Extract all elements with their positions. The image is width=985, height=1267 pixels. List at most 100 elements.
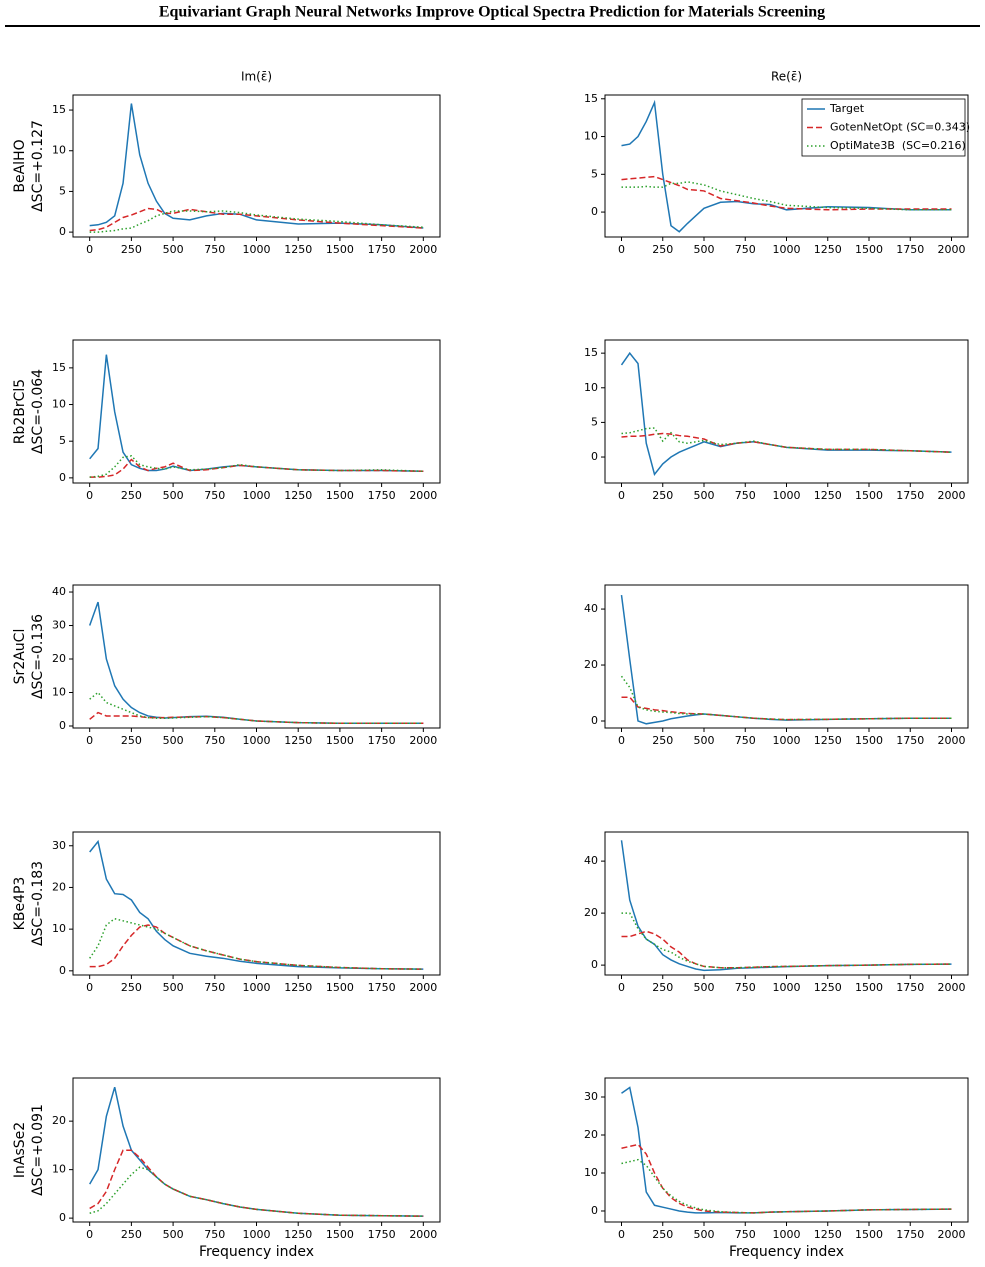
x-tick-label: 250 (652, 243, 673, 256)
series-line (621, 1158, 952, 1214)
x-tick-label: 1500 (855, 1228, 883, 1241)
x-tick-label: 1750 (896, 734, 924, 747)
legend-label: OptiMate3B (SC=0.216) (830, 139, 966, 152)
x-tick-label: 1750 (896, 243, 924, 256)
x-tick-label: 1500 (855, 243, 883, 256)
x-tick-label: 1500 (855, 981, 883, 994)
subplot-title: Re(ε̄) (771, 70, 802, 84)
y-tick-label: 10 (584, 381, 598, 394)
series-line (621, 696, 952, 721)
y-tick-label: 10 (52, 686, 66, 699)
x-tick-label: 0 (618, 1228, 625, 1241)
x-tick-label: 1500 (326, 243, 354, 256)
y-tick-label: 20 (584, 1128, 598, 1141)
y-axis-label: ΔSC=-0.136 (30, 614, 46, 699)
x-tick-label: 250 (652, 489, 673, 502)
series-line (88, 601, 424, 725)
series-line (621, 930, 952, 969)
y-tick-label: 15 (52, 361, 66, 374)
x-tick-label: 250 (652, 1228, 673, 1241)
plot-frame (604, 339, 969, 484)
y-tick-label: 5 (59, 184, 66, 197)
subplot: 0 250 500 750 1000 1250 1500 1750 2000 0 5 10 15 Rb2B… (12, 339, 441, 502)
x-tick-label: 250 (121, 1228, 142, 1241)
x-tick-label: 0 (618, 981, 625, 994)
legend-label: Target (829, 102, 865, 115)
x-tick-label: 1000 (243, 1228, 271, 1241)
x-tick-label: 1000 (773, 243, 801, 256)
series-line (89, 691, 424, 725)
legend-label: GotenNetOpt (SC=0.343) (830, 121, 970, 134)
subplot: 0 250 500 750 1000 1250 1500 1750 2000 0 20 40 (584, 831, 969, 994)
series-line (620, 840, 952, 972)
x-tick-label: 1750 (368, 489, 396, 502)
y-tick-label: 0 (59, 1211, 66, 1224)
x-tick-label: 2000 (409, 1228, 437, 1241)
x-tick-label: 250 (652, 734, 673, 747)
series-line (89, 103, 424, 229)
series-line (621, 912, 952, 969)
x-tick-label: 750 (204, 243, 225, 256)
y-tick-label: 10 (584, 1166, 598, 1179)
y-tick-label: 40 (52, 585, 66, 598)
plot-frame (604, 584, 969, 729)
y-tick-label: 10 (52, 398, 66, 411)
plot-frame (72, 831, 441, 976)
x-tick-label: 1000 (243, 489, 271, 502)
x-tick-label: 750 (735, 489, 756, 502)
x-tick-label: 250 (121, 243, 142, 256)
plot-frame (604, 1077, 969, 1223)
y-tick-label: 5 (59, 434, 66, 447)
x-tick-label: 0 (86, 981, 93, 994)
x-tick-label: 2000 (938, 734, 966, 747)
plot-frame (72, 584, 441, 729)
series-line (621, 99, 952, 233)
y-tick-label: 15 (584, 92, 598, 105)
x-tick-label: 2000 (938, 243, 966, 256)
x-tick-label: 1500 (326, 489, 354, 502)
x-tick-label: 1750 (368, 981, 396, 994)
series-line (620, 594, 952, 725)
subplot: 0 250 500 750 1000 1250 1500 1750 2000 0 10 20 30 Fre… (584, 1077, 969, 1260)
x-tick-label: 1500 (326, 1228, 354, 1241)
x-tick-label: 250 (652, 981, 673, 994)
x-tick-label: 0 (86, 243, 93, 256)
x-tick-label: 750 (735, 981, 756, 994)
series-line (89, 354, 424, 473)
x-tick-label: 2000 (409, 243, 437, 256)
y-tick-label: 20 (584, 658, 598, 671)
y-tick-label: 20 (52, 880, 66, 893)
subplot: 0 250 500 750 1000 1250 1500 1750 2000 0 5 10 15 Im(ε… (12, 70, 441, 256)
legend: Target GotenNetOpt (SC=0.343) OptiMate3B (… (801, 98, 970, 157)
subplot: 0 250 500 750 1000 1250 1500 1750 2000 0 20 40 (584, 584, 969, 747)
x-tick-label: 500 (694, 734, 715, 747)
x-tick-label: 1500 (326, 734, 354, 747)
y-axis-label: BeAlHO (12, 139, 28, 192)
x-tick-label: 2000 (938, 981, 966, 994)
y-tick-label: 30 (52, 839, 66, 852)
y-tick-label: 0 (591, 958, 598, 971)
x-tick-label: 1250 (284, 489, 312, 502)
y-tick-label: 0 (59, 471, 66, 484)
x-tick-label: 0 (618, 734, 625, 747)
x-tick-label: 1750 (368, 734, 396, 747)
y-tick-label: 0 (591, 450, 598, 463)
x-tick-label: 500 (163, 981, 184, 994)
x-tick-label: 1000 (243, 734, 271, 747)
y-tick-label: 15 (52, 103, 66, 116)
x-tick-label: 2000 (409, 981, 437, 994)
y-tick-label: 0 (591, 714, 598, 727)
subplot: 0 250 500 750 1000 1250 1500 1750 2000 0 5 10 15 Re(ε… (584, 70, 970, 257)
y-tick-label: 10 (584, 130, 598, 143)
y-tick-label: 0 (59, 719, 66, 732)
x-tick-label: 500 (694, 489, 715, 502)
x-tick-label: 500 (694, 1228, 715, 1241)
series-line (89, 1166, 424, 1217)
x-tick-label: 1000 (243, 243, 271, 256)
subplot: 0 250 500 750 1000 1250 1500 1750 2000 0 10 20 30 40 S… (12, 584, 441, 747)
series-line (89, 924, 424, 970)
series-line (89, 839, 424, 970)
x-tick-label: 750 (204, 1228, 225, 1241)
y-tick-label: 0 (59, 964, 66, 977)
